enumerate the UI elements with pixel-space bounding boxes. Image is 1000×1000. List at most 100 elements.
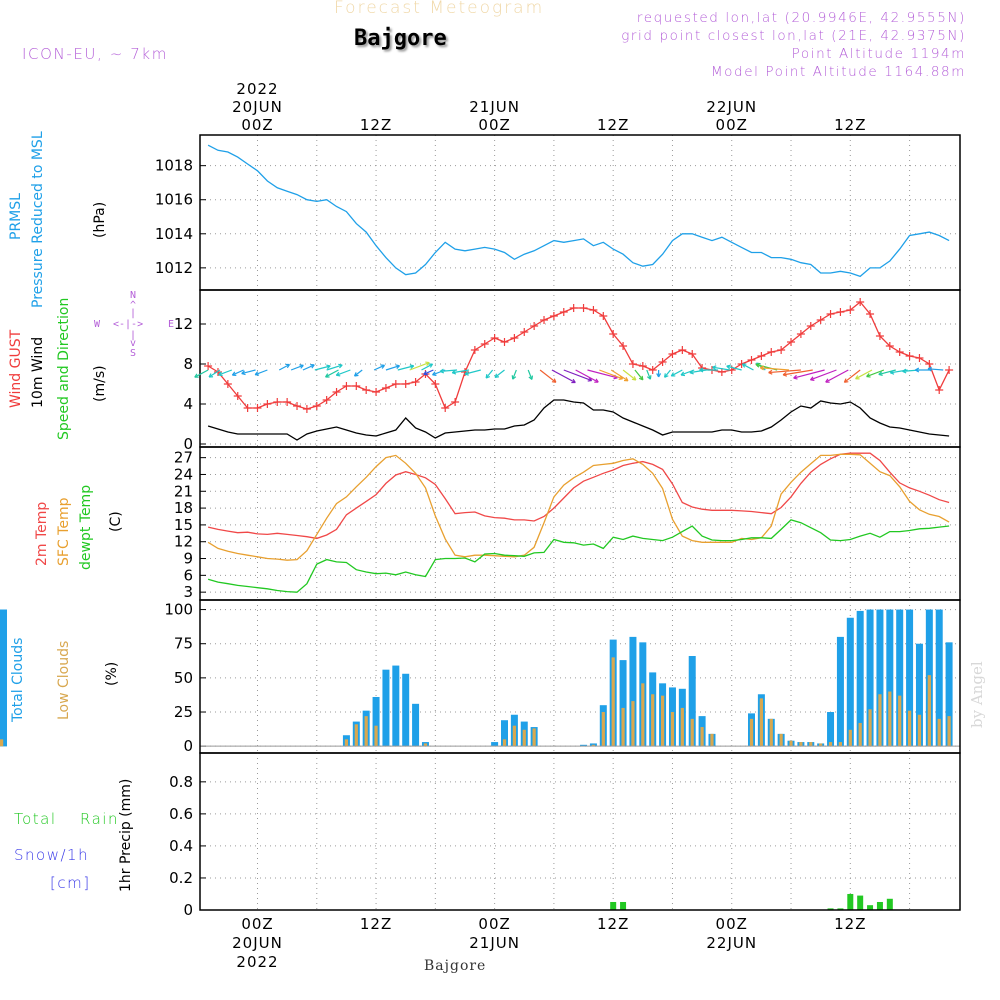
gust-point [915,354,924,362]
wind-arrow-head [594,378,599,383]
wind-arrow [440,369,458,372]
ytick-label-4: 0.2 [169,869,193,887]
low-cloud-bar [710,733,714,747]
low-cloud-bar [591,744,596,747]
low-cloud-bar [927,675,931,747]
wind-arrow-head [680,371,686,377]
gust-point [441,404,450,412]
panel-frame-3 [199,599,961,754]
gust-point [717,368,726,376]
total-cloud-bar [688,656,696,747]
top-axis-label: 2022 [236,80,278,98]
gust-point [856,298,865,306]
total-cloud-bar [412,703,420,747]
wind-arrow-head [428,363,434,368]
wind-arrow [336,369,351,376]
wind-arrow-head [432,371,437,376]
low-cloud-bar [354,724,358,747]
total-cloud-bar [827,712,835,747]
ytick-label-3: 0 [183,737,193,755]
gust-point [283,398,292,406]
top-axis-label: 21JUN [469,98,520,116]
gust-point [619,342,628,350]
low-cloud-bar [799,742,803,747]
wind-arrow [485,369,494,379]
gust-point [401,380,410,388]
ytick-label-2: 9 [183,550,193,568]
gust-point [935,386,944,394]
low-cloud-bar [374,725,378,747]
wind-arrow [726,365,742,371]
low-cloud-bar [898,695,902,747]
rain-bar [620,901,627,910]
wind-arrow [512,369,517,380]
ytick-label-0: 1012 [155,259,193,277]
low-cloud-bar [838,742,843,747]
top-axis-label: 12Z [360,116,392,134]
gust-point [273,398,282,406]
requested-coords: requested lon,lat (20.9946E, 42.9555N) [636,10,966,26]
wind-arrow [610,369,629,382]
ytick-label-4: 0.6 [169,805,193,823]
footer-location: Bajgore [424,958,487,974]
total-cloud-bar [619,660,627,747]
gust-point [628,360,637,368]
gust-point [609,330,618,338]
gust-point [223,380,232,388]
low-cloud-bar [819,743,823,747]
wind-arrow [385,365,400,371]
series-line-dewpt-temp [207,519,950,593]
low-cloud-bar [0,739,4,747]
wind-arrow-head [793,374,798,380]
wind-arrow-head [208,373,214,378]
wind-arrow-head [325,373,330,378]
wind-arrow [646,369,651,380]
total-cloud-bar [846,617,854,747]
total-cloud-bar [945,642,953,747]
wind-arrow-head [689,369,694,375]
gust-point [530,322,539,330]
ytick-label-0: 1018 [155,157,193,175]
bottom-axis-label: 21JUN [469,934,520,952]
gust-point [945,366,954,374]
gust-point [293,402,302,410]
wind-arrow [793,369,825,379]
top-axis-label: 12Z [834,116,866,134]
wind-arrow-head [218,371,223,377]
wind-arrow-head [511,375,517,380]
wind-arrow [423,369,434,375]
wind-arrow [354,369,363,377]
wind-arrow-head [768,369,773,375]
total-cloud-bar [886,609,894,747]
wind-arrow [409,362,430,371]
compass-rose: N ^ | W <-|-> E | v S [86,288,176,360]
wind-arrow [452,369,470,374]
wind-arrow-head [254,371,260,376]
ytick-label-1: 8 [183,355,193,373]
gust-point [322,396,331,404]
low-cloud-bar [947,716,951,747]
wind-arrow-head [425,361,430,367]
ytick-label-3: 25 [174,703,193,721]
wind-arrow [494,369,505,378]
compass-n-arrow: ^ | [130,300,137,319]
gust-point [510,334,519,342]
ytick-label-4: 0 [183,901,193,919]
wind-arrow [712,366,730,371]
gust-point [480,340,489,348]
wind-arrow-head [759,365,765,371]
wind-arrow-head [866,373,871,378]
wind-arrow [866,369,885,378]
rain-bar [867,905,874,910]
wind-arrow [373,364,385,371]
compass-west: W [94,319,101,330]
wind-arrow-head [439,368,445,374]
low-cloud-bar [502,739,507,747]
ytick-label-2: 18 [174,499,193,517]
gust-point [431,380,440,388]
wind-arrow-head [338,363,343,369]
gust-point [362,386,371,394]
wind-arrow-head [194,373,199,378]
wind-arrow [855,369,873,380]
wind-arrow [634,369,644,381]
